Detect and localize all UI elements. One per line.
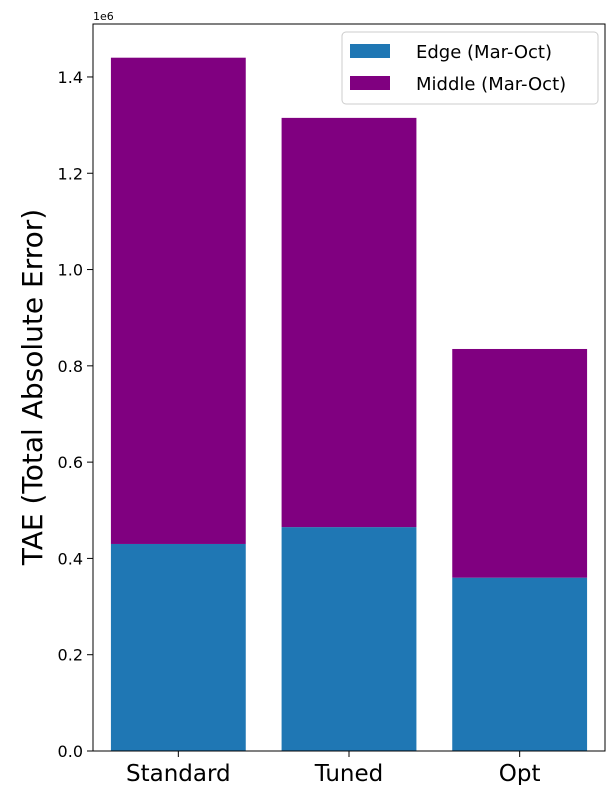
- bar-opt-series-0: [452, 577, 588, 751]
- x-tick-label-tuned: Tuned: [314, 761, 383, 785]
- legend-swatch: [350, 76, 390, 90]
- y-tick-label: 0.0: [58, 742, 83, 761]
- bar-opt-series-1: [452, 348, 588, 578]
- bar-standard-series-1: [110, 57, 246, 544]
- bar-standard-series-0: [110, 543, 246, 751]
- y-tick-label: 0.8: [58, 357, 83, 376]
- y-axis-ticks: 0.0 0.2 0.4 0.6 0.8 1.0 1.2 1.4: [58, 68, 93, 761]
- bar-tuned-series-0: [281, 527, 417, 751]
- bars-group: [110, 57, 588, 751]
- x-tick-label-opt: Opt: [499, 761, 541, 785]
- y-tick-label: 1.0: [58, 261, 83, 280]
- legend: Edge (Mar-Oct) Middle (Mar-Oct): [341, 31, 599, 105]
- legend-label: Middle (Mar-Oct): [416, 74, 566, 95]
- y-tick-label: 0.2: [58, 646, 83, 665]
- bar-tuned-series-1: [281, 117, 417, 528]
- y-tick-label: 1.4: [58, 68, 83, 87]
- y-tick-label: 0.6: [58, 453, 83, 472]
- y-axis-label: TAE (Total Absolute Error): [16, 209, 49, 566]
- legend-swatch: [350, 44, 390, 58]
- x-tick-label-standard: Standard: [126, 761, 231, 785]
- x-axis-ticks: Standard Tuned Opt: [126, 751, 541, 785]
- y-tick-label: 0.4: [58, 549, 83, 568]
- y-tick-label: 1.2: [58, 164, 83, 183]
- legend-frame: [341, 31, 599, 105]
- y-offset-label: 1e6: [93, 10, 114, 23]
- legend-label: Edge (Mar-Oct): [416, 42, 552, 63]
